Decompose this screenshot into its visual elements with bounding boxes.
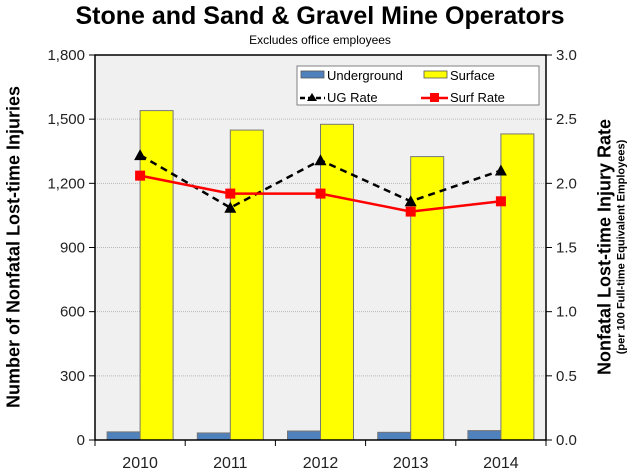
legend-label-surf-rate: Surf Rate bbox=[450, 90, 505, 105]
marker-triangle bbox=[314, 154, 327, 166]
y-tick-label-right: 1.0 bbox=[556, 304, 577, 321]
legend-label-surface: Surface bbox=[450, 68, 495, 83]
marker-triangle bbox=[404, 195, 417, 207]
y-tick-label-right: 1.5 bbox=[556, 240, 577, 257]
y-tick-label-left: 1,500 bbox=[47, 111, 85, 128]
y-tick-label-right: 0.5 bbox=[556, 368, 577, 385]
y-tick-label-left: 300 bbox=[60, 368, 85, 385]
y-tick-label-left: 600 bbox=[60, 304, 85, 321]
legend-box bbox=[296, 65, 540, 106]
bar-underground bbox=[377, 431, 412, 441]
x-tick-label: 2014 bbox=[483, 455, 519, 472]
x-tick-label: 2010 bbox=[122, 455, 158, 472]
marker-triangle bbox=[494, 164, 507, 176]
chart-subtitle: Excludes office employees bbox=[249, 33, 391, 47]
bar-underground bbox=[467, 430, 502, 441]
x-tick-label: 2012 bbox=[303, 455, 339, 472]
x-tick-label: 2013 bbox=[393, 455, 429, 472]
bar-surface bbox=[320, 123, 354, 441]
marker-square bbox=[135, 170, 146, 181]
legend-triangle-icon bbox=[307, 93, 317, 101]
y-tick-label-right: 2.0 bbox=[556, 175, 577, 192]
y-tick-label-left: 1,200 bbox=[47, 175, 85, 192]
marker-triangle bbox=[224, 201, 237, 213]
bar-underground bbox=[106, 431, 141, 441]
y-tick-label-right: 3.0 bbox=[556, 47, 577, 64]
legend-label-underground: Underground bbox=[327, 68, 403, 83]
bar-surface bbox=[410, 156, 445, 441]
legend-label-ug-rate: UG Rate bbox=[327, 90, 378, 105]
marker-square bbox=[495, 196, 506, 207]
bar-surface bbox=[500, 133, 535, 441]
y-tick-label-left: 1,800 bbox=[47, 47, 85, 64]
marker-square bbox=[315, 188, 326, 199]
marker-square bbox=[405, 206, 416, 217]
bar-surface bbox=[139, 110, 174, 441]
legend-square-icon bbox=[430, 93, 439, 102]
y-tick-label-right: 0.0 bbox=[556, 432, 577, 449]
y-tick-label-left: 0 bbox=[77, 432, 85, 449]
legend: Underground Surface UG Rate Surf Rate bbox=[296, 65, 540, 106]
marker-square bbox=[225, 188, 236, 199]
chart-title: Stone and Sand & Gravel Mine Operators bbox=[75, 2, 565, 30]
marker-triangle bbox=[134, 149, 147, 161]
bar-surface bbox=[229, 129, 264, 441]
bar-underground bbox=[196, 432, 231, 441]
legend-swatch-surface bbox=[423, 70, 448, 79]
x-tick-label: 2011 bbox=[213, 455, 248, 472]
y-tick-label-left: 900 bbox=[60, 240, 85, 257]
plot-border bbox=[94, 54, 547, 441]
y-tick-label-right: 2.5 bbox=[556, 111, 577, 128]
bar-underground bbox=[287, 430, 321, 441]
legend-swatch-underground bbox=[300, 70, 325, 79]
